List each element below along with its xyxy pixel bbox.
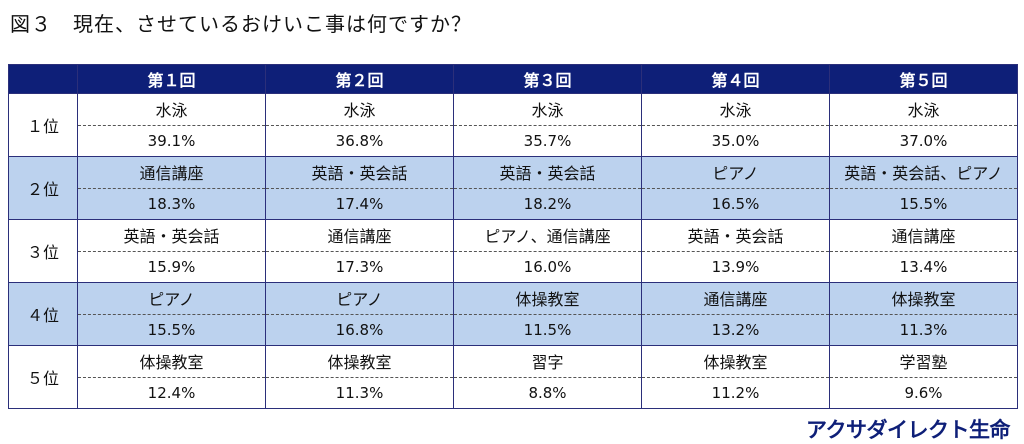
lesson-percent: 15.5% xyxy=(830,189,1017,220)
lesson-percent: 36.8% xyxy=(266,126,453,157)
brand-logo-text: アクサダイレクト生命 xyxy=(806,414,1010,444)
lesson-name: 英語・英会話、ピアノ xyxy=(830,157,1017,189)
lesson-percent: 16.5% xyxy=(642,189,829,220)
lesson-name: 英語・英会話 xyxy=(642,220,829,252)
table-cell: 通信講座 18.3% xyxy=(78,157,266,220)
rank-label: ３位 xyxy=(9,220,78,283)
table-cell: 通信講座 13.2% xyxy=(642,283,830,346)
lesson-name: 通信講座 xyxy=(830,220,1017,252)
lesson-percent: 17.4% xyxy=(266,189,453,220)
lesson-name: 水泳 xyxy=(454,94,641,126)
table-cell: 体操教室 12.4% xyxy=(78,346,266,409)
table-cell: 学習塾 9.6% xyxy=(830,346,1018,409)
table-cell: 英語・英会話 17.4% xyxy=(266,157,454,220)
lesson-percent: 18.2% xyxy=(454,189,641,220)
lesson-percent: 35.7% xyxy=(454,126,641,157)
table-cell: 通信講座 17.3% xyxy=(266,220,454,283)
lesson-percent: 12.4% xyxy=(78,378,265,409)
lesson-percent: 11.3% xyxy=(266,378,453,409)
rank-label: ２位 xyxy=(9,157,78,220)
lesson-percent: 11.2% xyxy=(642,378,829,409)
lesson-percent: 13.4% xyxy=(830,252,1017,283)
lesson-percent: 37.0% xyxy=(830,126,1017,157)
figure-title: 図３ 現在、させているおけいこ事は何ですか？ xyxy=(10,8,472,37)
lesson-name: ピアノ xyxy=(642,157,829,189)
table-cell: 水泳 36.8% xyxy=(266,94,454,157)
lesson-name: 通信講座 xyxy=(78,157,265,189)
table-cell: 水泳 35.7% xyxy=(454,94,642,157)
header-round-4: 第４回 xyxy=(642,65,830,94)
table-cell: 水泳 35.0% xyxy=(642,94,830,157)
table-cell: 通信講座 13.4% xyxy=(830,220,1018,283)
ranking-table: 第１回 第２回 第３回 第４回 第５回 １位 水泳 39.1% 水泳 36.8% 水… xyxy=(8,64,1018,409)
corner-cell xyxy=(9,65,78,94)
header-round-5: 第５回 xyxy=(830,65,1018,94)
lesson-percent: 11.5% xyxy=(454,315,641,346)
table-row: ５位 体操教室 12.4% 体操教室 11.3% 習字 8.8% 体操教室 11.2% … xyxy=(9,346,1018,409)
table-cell: 英語・英会話 13.9% xyxy=(642,220,830,283)
lesson-percent: 18.3% xyxy=(78,189,265,220)
lesson-name: 学習塾 xyxy=(830,346,1017,378)
lesson-percent: 8.8% xyxy=(454,378,641,409)
lesson-percent: 16.8% xyxy=(266,315,453,346)
table-cell: 水泳 37.0% xyxy=(830,94,1018,157)
rank-label: １位 xyxy=(9,94,78,157)
table-row: １位 水泳 39.1% 水泳 36.8% 水泳 35.7% 水泳 35.0% 水泳 37.… xyxy=(9,94,1018,157)
table-cell: ピアノ、通信講座 16.0% xyxy=(454,220,642,283)
lesson-name: 英語・英会話 xyxy=(454,157,641,189)
header-round-3: 第３回 xyxy=(454,65,642,94)
lesson-name: 英語・英会話 xyxy=(266,157,453,189)
table-cell: 英語・英会話、ピアノ 15.5% xyxy=(830,157,1018,220)
lesson-name: 水泳 xyxy=(78,94,265,126)
table-cell: ピアノ 16.5% xyxy=(642,157,830,220)
table-cell: 体操教室 11.5% xyxy=(454,283,642,346)
table-cell: 英語・英会話 15.9% xyxy=(78,220,266,283)
lesson-name: 体操教室 xyxy=(642,346,829,378)
lesson-name: 体操教室 xyxy=(830,283,1017,315)
lesson-name: ピアノ、通信講座 xyxy=(454,220,641,252)
lesson-percent: 13.9% xyxy=(642,252,829,283)
lesson-name: 通信講座 xyxy=(642,283,829,315)
lesson-percent: 39.1% xyxy=(78,126,265,157)
rank-label: ４位 xyxy=(9,283,78,346)
table-cell: 水泳 39.1% xyxy=(78,94,266,157)
lesson-name: 体操教室 xyxy=(454,283,641,315)
header-round-1: 第１回 xyxy=(78,65,266,94)
table-cell: 体操教室 11.3% xyxy=(266,346,454,409)
lesson-name: 水泳 xyxy=(642,94,829,126)
header-round-2: 第２回 xyxy=(266,65,454,94)
lesson-percent: 16.0% xyxy=(454,252,641,283)
rank-label: ５位 xyxy=(9,346,78,409)
table-row: ３位 英語・英会話 15.9% 通信講座 17.3% ピアノ、通信講座 16.0% 英… xyxy=(9,220,1018,283)
lesson-name: 水泳 xyxy=(830,94,1017,126)
lesson-name: 体操教室 xyxy=(78,346,265,378)
lesson-percent: 13.2% xyxy=(642,315,829,346)
lesson-name: ピアノ xyxy=(78,283,265,315)
table-cell: ピアノ 16.8% xyxy=(266,283,454,346)
table-cell: 習字 8.8% xyxy=(454,346,642,409)
table-cell: 体操教室 11.3% xyxy=(830,283,1018,346)
lesson-name: 英語・英会話 xyxy=(78,220,265,252)
lesson-name: ピアノ xyxy=(266,283,453,315)
table-row: ２位 通信講座 18.3% 英語・英会話 17.4% 英語・英会話 18.2% ピアノ… xyxy=(9,157,1018,220)
lesson-percent: 9.6% xyxy=(830,378,1017,409)
lesson-percent: 15.5% xyxy=(78,315,265,346)
lesson-name: 体操教室 xyxy=(266,346,453,378)
lesson-percent: 17.3% xyxy=(266,252,453,283)
lesson-name: 通信講座 xyxy=(266,220,453,252)
lesson-percent: 35.0% xyxy=(642,126,829,157)
header-row: 第１回 第２回 第３回 第４回 第５回 xyxy=(9,65,1018,94)
table-cell: ピアノ 15.5% xyxy=(78,283,266,346)
table-row: ４位 ピアノ 15.5% ピアノ 16.8% 体操教室 11.5% 通信講座 13.2%… xyxy=(9,283,1018,346)
lesson-percent: 15.9% xyxy=(78,252,265,283)
lesson-name: 水泳 xyxy=(266,94,453,126)
lesson-percent: 11.3% xyxy=(830,315,1017,346)
table-body: １位 水泳 39.1% 水泳 36.8% 水泳 35.7% 水泳 35.0% 水泳 37.… xyxy=(9,94,1018,409)
table-cell: 体操教室 11.2% xyxy=(642,346,830,409)
lesson-name: 習字 xyxy=(454,346,641,378)
table-cell: 英語・英会話 18.2% xyxy=(454,157,642,220)
